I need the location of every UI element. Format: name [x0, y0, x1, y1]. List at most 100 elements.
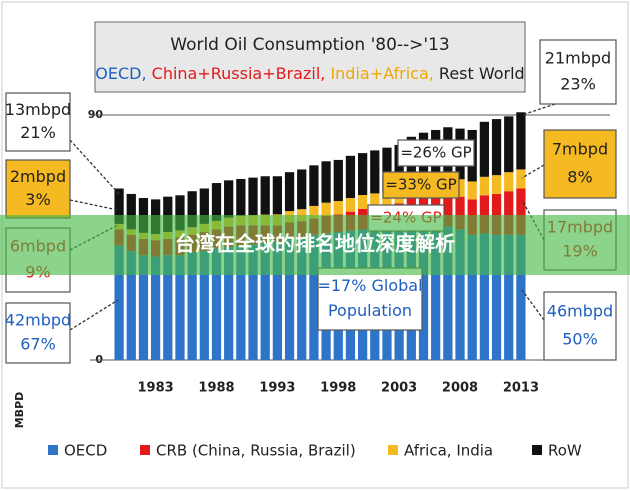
bar-segment	[297, 169, 307, 210]
bar-segment	[187, 252, 197, 360]
x-tick-label: 2003	[381, 381, 417, 396]
bar-segment	[479, 176, 490, 196]
annotation-box	[382, 171, 460, 199]
bar-segment	[357, 153, 368, 196]
annotation-text: 50%	[562, 330, 598, 349]
bar-segment	[175, 195, 185, 231]
annotation-box	[317, 267, 423, 331]
bar-segment	[491, 119, 502, 176]
bar-segment	[309, 234, 319, 360]
legend-swatch	[48, 445, 58, 455]
bar-segment	[418, 223, 429, 360]
callout-arrow	[69, 299, 119, 331]
title-box	[94, 21, 526, 93]
bar-segment	[309, 205, 319, 219]
bar-segment	[467, 181, 477, 200]
bar-segment	[516, 112, 526, 170]
bar-segment	[394, 144, 404, 189]
legend-swatch	[388, 445, 398, 455]
bar-segment	[504, 191, 514, 235]
bar-segment	[260, 176, 270, 215]
x-tick-label: 1998	[320, 381, 356, 396]
bar-segment	[516, 169, 526, 189]
banner-text: 台湾在全球的排名地位深度解析	[175, 232, 455, 256]
bar-segment	[443, 195, 453, 227]
bar-segment	[455, 179, 465, 197]
bar-segment	[248, 177, 258, 216]
bar-segment	[163, 196, 173, 233]
bar-segment	[236, 245, 246, 360]
legend-swatch	[532, 445, 542, 455]
annotation-text: 13mbpd	[5, 100, 71, 119]
legend-label: CRB (China, Russia, Brazil)	[156, 442, 356, 460]
bar-segment	[272, 176, 283, 215]
bar-segment	[479, 195, 490, 234]
x-tick-label: 2013	[503, 381, 539, 396]
bar-segment	[150, 256, 161, 360]
bar-segment	[211, 248, 222, 360]
bar-segment	[370, 193, 380, 208]
bar-segment	[357, 195, 368, 209]
annotation-text: =17% Global	[317, 276, 422, 295]
bar-segment	[370, 150, 380, 194]
subtitle-part: OECD,	[95, 64, 151, 83]
bar-segment	[248, 244, 258, 360]
bar-segment	[504, 172, 514, 192]
annotation-text: 8%	[567, 168, 592, 187]
annotation-text: 2mbpd	[10, 167, 66, 186]
x-tick-label: 1983	[138, 381, 174, 396]
annotation-box	[543, 291, 617, 361]
annotation-text: 67%	[20, 335, 56, 354]
callout-arrow	[521, 289, 545, 321]
bar-segment	[199, 251, 209, 360]
bar-segment	[504, 116, 514, 173]
bar-segment	[138, 255, 149, 360]
callout-arrow	[521, 164, 545, 179]
annotation-text: =26% GP	[400, 144, 471, 162]
chart-subtitle: OECD, China+Russia+Brazil, India+Africa,…	[95, 64, 524, 83]
legend-swatch	[140, 445, 150, 455]
bar-segment	[345, 198, 356, 212]
bar-segment	[211, 183, 222, 221]
bar-segment	[309, 165, 319, 206]
bar-segment	[382, 147, 392, 192]
bar-segment	[321, 202, 331, 216]
bar-segment	[297, 237, 307, 360]
bar-segment	[504, 234, 514, 360]
bar-segment	[126, 193, 136, 230]
x-tick-label: 1993	[259, 381, 295, 396]
annotation-text: 3%	[25, 190, 50, 209]
bar-segment	[431, 225, 441, 360]
bar-segment	[284, 172, 295, 212]
annotation-text: =33% GP	[385, 176, 456, 194]
bar-segment	[260, 242, 270, 360]
bar-segment	[491, 175, 502, 194]
bar-segment	[491, 234, 502, 360]
annotation-box	[539, 39, 617, 105]
bar-segment	[236, 178, 246, 216]
bar-segment	[224, 247, 234, 360]
bar-segment	[199, 188, 209, 224]
bar-segment	[479, 233, 490, 360]
bar-segment	[333, 159, 343, 202]
subtitle-part: Rest World	[439, 64, 525, 83]
bar-segment	[175, 255, 185, 360]
bar-segment	[516, 188, 526, 235]
banner	[0, 215, 630, 275]
bar-segment	[114, 245, 124, 360]
annotation-box	[5, 159, 71, 219]
bar-segment	[443, 226, 453, 360]
bar-segment	[321, 161, 331, 203]
annotation-text: 42mbpd	[5, 311, 71, 330]
callout-arrow	[521, 103, 556, 116]
bar-segment	[455, 196, 465, 230]
bar-segment	[345, 155, 356, 199]
bar-segment	[455, 229, 465, 360]
annotation-box	[397, 139, 475, 167]
subtitle-part: India+Africa,	[330, 64, 438, 83]
callout-arrow	[69, 199, 119, 211]
bar-segment	[114, 188, 124, 224]
bar-segment	[187, 191, 197, 228]
bar-segment	[382, 191, 392, 207]
